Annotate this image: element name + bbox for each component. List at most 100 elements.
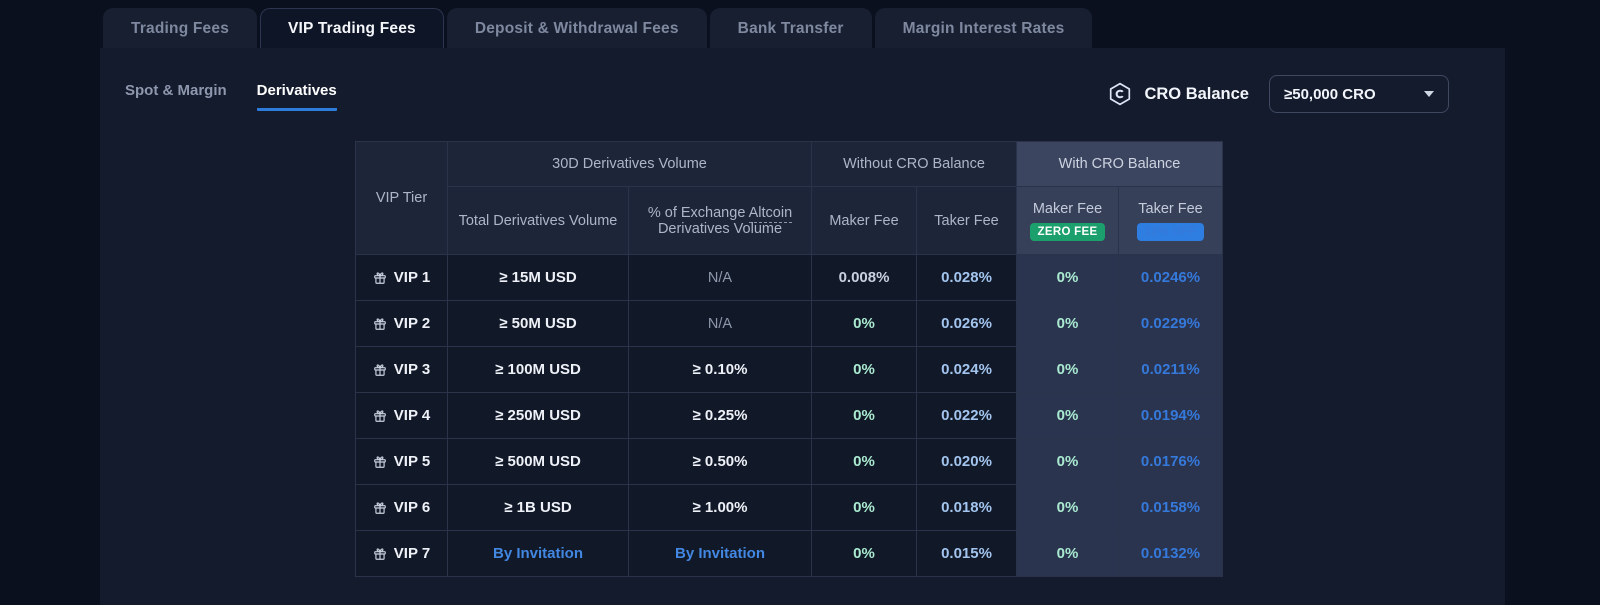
total-derivatives-volume-cell: ≥ 250M USD	[447, 392, 629, 439]
col-header-taker-fee: Taker Fee	[916, 186, 1017, 255]
subtab-spot-margin[interactable]: Spot & Margin	[125, 82, 227, 99]
tab-vip-trading-fees[interactable]: VIP Trading Fees	[260, 8, 444, 48]
table-body: VIP 1 ≥ 15M USD N/A 0.008% 0.028% 0% 0.0…	[355, 254, 1223, 577]
col-header-pct-exchange-altcoin-volume: % of Exchange Altcoin Derivatives Volume	[628, 186, 812, 255]
maker-fee-with-cro-cell: 0%	[1016, 300, 1119, 347]
table-row: VIP 3 ≥ 100M USD ≥ 0.10% 0% 0.024% 0% 0.…	[355, 346, 1223, 393]
maker-fee-with-cro-cell: 0%	[1016, 530, 1119, 577]
total-derivatives-volume-cell: ≥ 100M USD	[447, 346, 629, 393]
subtab-derivatives[interactable]: Derivatives	[256, 82, 337, 111]
vip-tier-cell: VIP 3	[355, 346, 448, 393]
cro-coin-icon	[1108, 82, 1132, 106]
col-header-total-derivatives-volume: Total Derivatives Volume	[447, 186, 629, 255]
total-derivatives-volume-cell: ≥ 500M USD	[447, 438, 629, 485]
zero-fee-badge: ZERO FEE	[1029, 222, 1106, 241]
altcoin-volume-cell: ≥ 0.25%	[628, 392, 812, 439]
vip-derivatives-fee-table: VIP Tier 30D Derivatives Volume Without …	[355, 141, 1223, 577]
taker-fee-cell: 0.015%	[916, 530, 1017, 577]
maker-fee-with-cro-cell: 0%	[1016, 392, 1119, 439]
col-header-maker-fee-with-cro: Maker Fee ZERO FEE	[1016, 186, 1119, 255]
maker-fee-cell: 0%	[811, 392, 917, 439]
gift-icon	[373, 455, 386, 468]
altcoin-volume-cell: ≥ 1.00%	[628, 484, 812, 531]
maker-fee-cell: 0%	[811, 300, 917, 347]
altcoin-volume-cell: By Invitation	[628, 530, 812, 577]
chevron-down-icon	[1424, 91, 1434, 97]
col-group-with-cro-balance: With CRO Balance	[1016, 141, 1223, 187]
col-group-without-cro-balance: Without CRO Balance	[811, 141, 1017, 187]
tab-deposit-withdrawal-fees[interactable]: Deposit & Withdrawal Fees	[446, 8, 707, 48]
cro-balance-selected-value: ≥50,000 CRO	[1284, 85, 1376, 103]
table-row: VIP 2 ≥ 50M USD N/A 0% 0.026% 0% 0.0229%	[355, 300, 1223, 347]
vip-tier-label: VIP 1	[393, 269, 431, 286]
total-derivatives-volume-cell: ≥ 15M USD	[447, 254, 629, 301]
taker-fee-cell: 0.022%	[916, 392, 1017, 439]
taker-fee-with-cro-cell: 0.0194%	[1118, 392, 1223, 439]
tab-margin-interest-rates[interactable]: Margin Interest Rates	[874, 8, 1093, 48]
taker-fee-with-cro-cell: 0.0132%	[1118, 530, 1223, 577]
altcoin-volume-cell: ≥ 0.10%	[628, 346, 812, 393]
vip-tier-label: VIP 2	[393, 315, 431, 332]
table-row: VIP 5 ≥ 500M USD ≥ 0.50% 0% 0.020% 0% 0.…	[355, 438, 1223, 485]
altcoin-volume-cell: ≥ 0.50%	[628, 438, 812, 485]
taker-fee-cell: 0.026%	[916, 300, 1017, 347]
table-row: VIP 7 By Invitation By Invitation 0% 0.0…	[355, 530, 1223, 577]
total-derivatives-volume-cell: ≥ 50M USD	[447, 300, 629, 347]
fees-content-panel: Spot & Margin Derivatives CRO Balance ≥5…	[100, 48, 1505, 605]
maker-fee-with-cro-cell: 0%	[1016, 346, 1119, 393]
col-header-taker-fee-with-cro: Taker Fee 12% OFF	[1118, 186, 1223, 255]
taker-fee-with-cro-cell: 0.0229%	[1118, 300, 1223, 347]
maker-fee-cell: 0%	[811, 438, 917, 485]
vip-tier-cell: VIP 2	[355, 300, 448, 347]
taker-fee-with-cro-cell: 0.0158%	[1118, 484, 1223, 531]
cro-balance-control: CRO Balance ≥50,000 CRO	[1108, 75, 1449, 113]
total-derivatives-volume-cell: ≥ 1B USD	[447, 484, 629, 531]
vip-tier-cell: VIP 7	[355, 530, 448, 577]
taker-fee-cell: 0.028%	[916, 254, 1017, 301]
maker-fee-with-cro-cell: 0%	[1016, 254, 1119, 301]
total-derivatives-volume-cell: By Invitation	[447, 530, 629, 577]
vip-tier-label: VIP 7	[393, 545, 431, 562]
taker-fee-with-cro-cell: 0.0246%	[1118, 254, 1223, 301]
maker-fee-cell: 0.008%	[811, 254, 917, 301]
gift-icon	[373, 363, 386, 376]
gift-icon	[373, 271, 386, 284]
taker-fee-with-cro-cell: 0.0176%	[1118, 438, 1223, 485]
gift-icon	[373, 501, 386, 514]
altcoin-volume-cell: N/A	[628, 300, 812, 347]
table-row: VIP 6 ≥ 1B USD ≥ 1.00% 0% 0.018% 0% 0.01…	[355, 484, 1223, 531]
market-subtabs: Spot & Margin Derivatives	[125, 82, 337, 111]
vip-tier-cell: VIP 4	[355, 392, 448, 439]
altcoin-volume-cell: N/A	[628, 254, 812, 301]
vip-tier-cell: VIP 1	[355, 254, 448, 301]
cro-balance-label: CRO Balance	[1144, 84, 1249, 103]
taker-fee-cell: 0.018%	[916, 484, 1017, 531]
tab-bank-transfer[interactable]: Bank Transfer	[709, 8, 872, 48]
vip-tier-label: VIP 3	[393, 361, 431, 378]
gift-icon	[373, 409, 386, 422]
fees-tab-bar: Trading Fees VIP Trading Fees Deposit & …	[103, 8, 1093, 48]
cro-balance-dropdown[interactable]: ≥50,000 CRO	[1269, 75, 1449, 113]
col-header-vip-tier: VIP Tier	[355, 141, 448, 255]
vip-tier-cell: VIP 5	[355, 438, 448, 485]
gift-icon	[373, 547, 386, 560]
taker-fee-cell: 0.024%	[916, 346, 1017, 393]
table-row: VIP 1 ≥ 15M USD N/A 0.008% 0.028% 0% 0.0…	[355, 254, 1223, 301]
vip-tier-label: VIP 5	[393, 453, 431, 470]
altcoin-tooltip-trigger[interactable]: Altcoin	[748, 204, 793, 223]
gift-icon	[373, 317, 386, 330]
table-row: VIP 4 ≥ 250M USD ≥ 0.25% 0% 0.022% 0% 0.…	[355, 392, 1223, 439]
maker-fee-with-cro-cell: 0%	[1016, 438, 1119, 485]
maker-fee-cell: 0%	[811, 530, 917, 577]
vip-tier-label: VIP 6	[393, 499, 431, 516]
taker-fee-with-cro-cell: 0.0211%	[1118, 346, 1223, 393]
vip-tier-label: VIP 4	[393, 407, 431, 424]
maker-fee-with-cro-cell: 0%	[1016, 484, 1119, 531]
taker-fee-cell: 0.020%	[916, 438, 1017, 485]
col-group-30d-derivatives-volume: 30D Derivatives Volume	[447, 141, 812, 187]
twelve-pct-off-badge: 12% OFF	[1136, 222, 1205, 241]
maker-fee-cell: 0%	[811, 346, 917, 393]
vip-tier-cell: VIP 6	[355, 484, 448, 531]
col-header-maker-fee: Maker Fee	[811, 186, 917, 255]
tab-trading-fees[interactable]: Trading Fees	[103, 8, 258, 48]
